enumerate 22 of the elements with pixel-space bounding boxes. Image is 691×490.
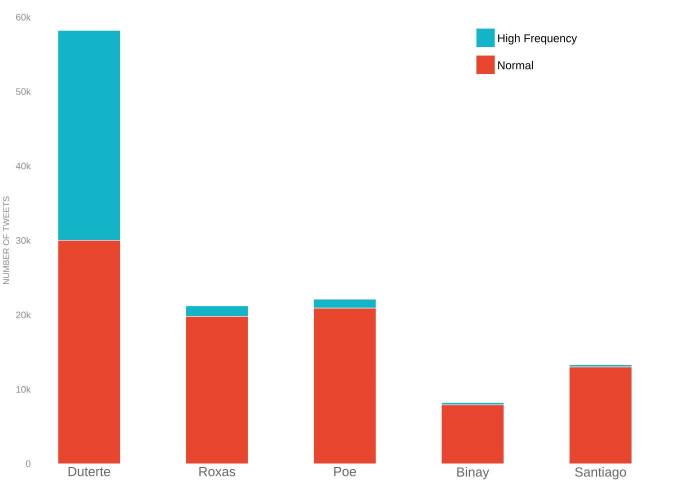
bar xyxy=(313,298,376,308)
legend-label: High Frequency xyxy=(498,34,578,44)
y-tick-label: 0 xyxy=(26,460,30,467)
x-tick-label: Duterte xyxy=(68,466,110,476)
bar xyxy=(185,305,249,316)
y-tick-label: 40k xyxy=(16,162,31,170)
bar xyxy=(185,316,249,464)
bar xyxy=(569,366,632,464)
y-tick-label: 50k xyxy=(16,88,31,95)
legend-label: Normal xyxy=(498,60,533,70)
x-tick-label: Binay xyxy=(457,466,490,480)
y-tick-label: 20k xyxy=(16,311,31,318)
x-tick-label: Santiago xyxy=(575,466,626,480)
bar xyxy=(313,308,376,464)
x-tick-label: Poe xyxy=(334,466,356,476)
bar xyxy=(441,404,504,464)
y-tick-label: 60k xyxy=(16,13,31,20)
y-tick-label: 10k xyxy=(16,386,31,393)
x-tick-label: Roxas xyxy=(199,466,236,476)
y-axis-title: NUMBER OF TWEETS xyxy=(3,196,10,284)
y-tick-label: 30k xyxy=(16,236,31,244)
bar xyxy=(58,240,121,464)
